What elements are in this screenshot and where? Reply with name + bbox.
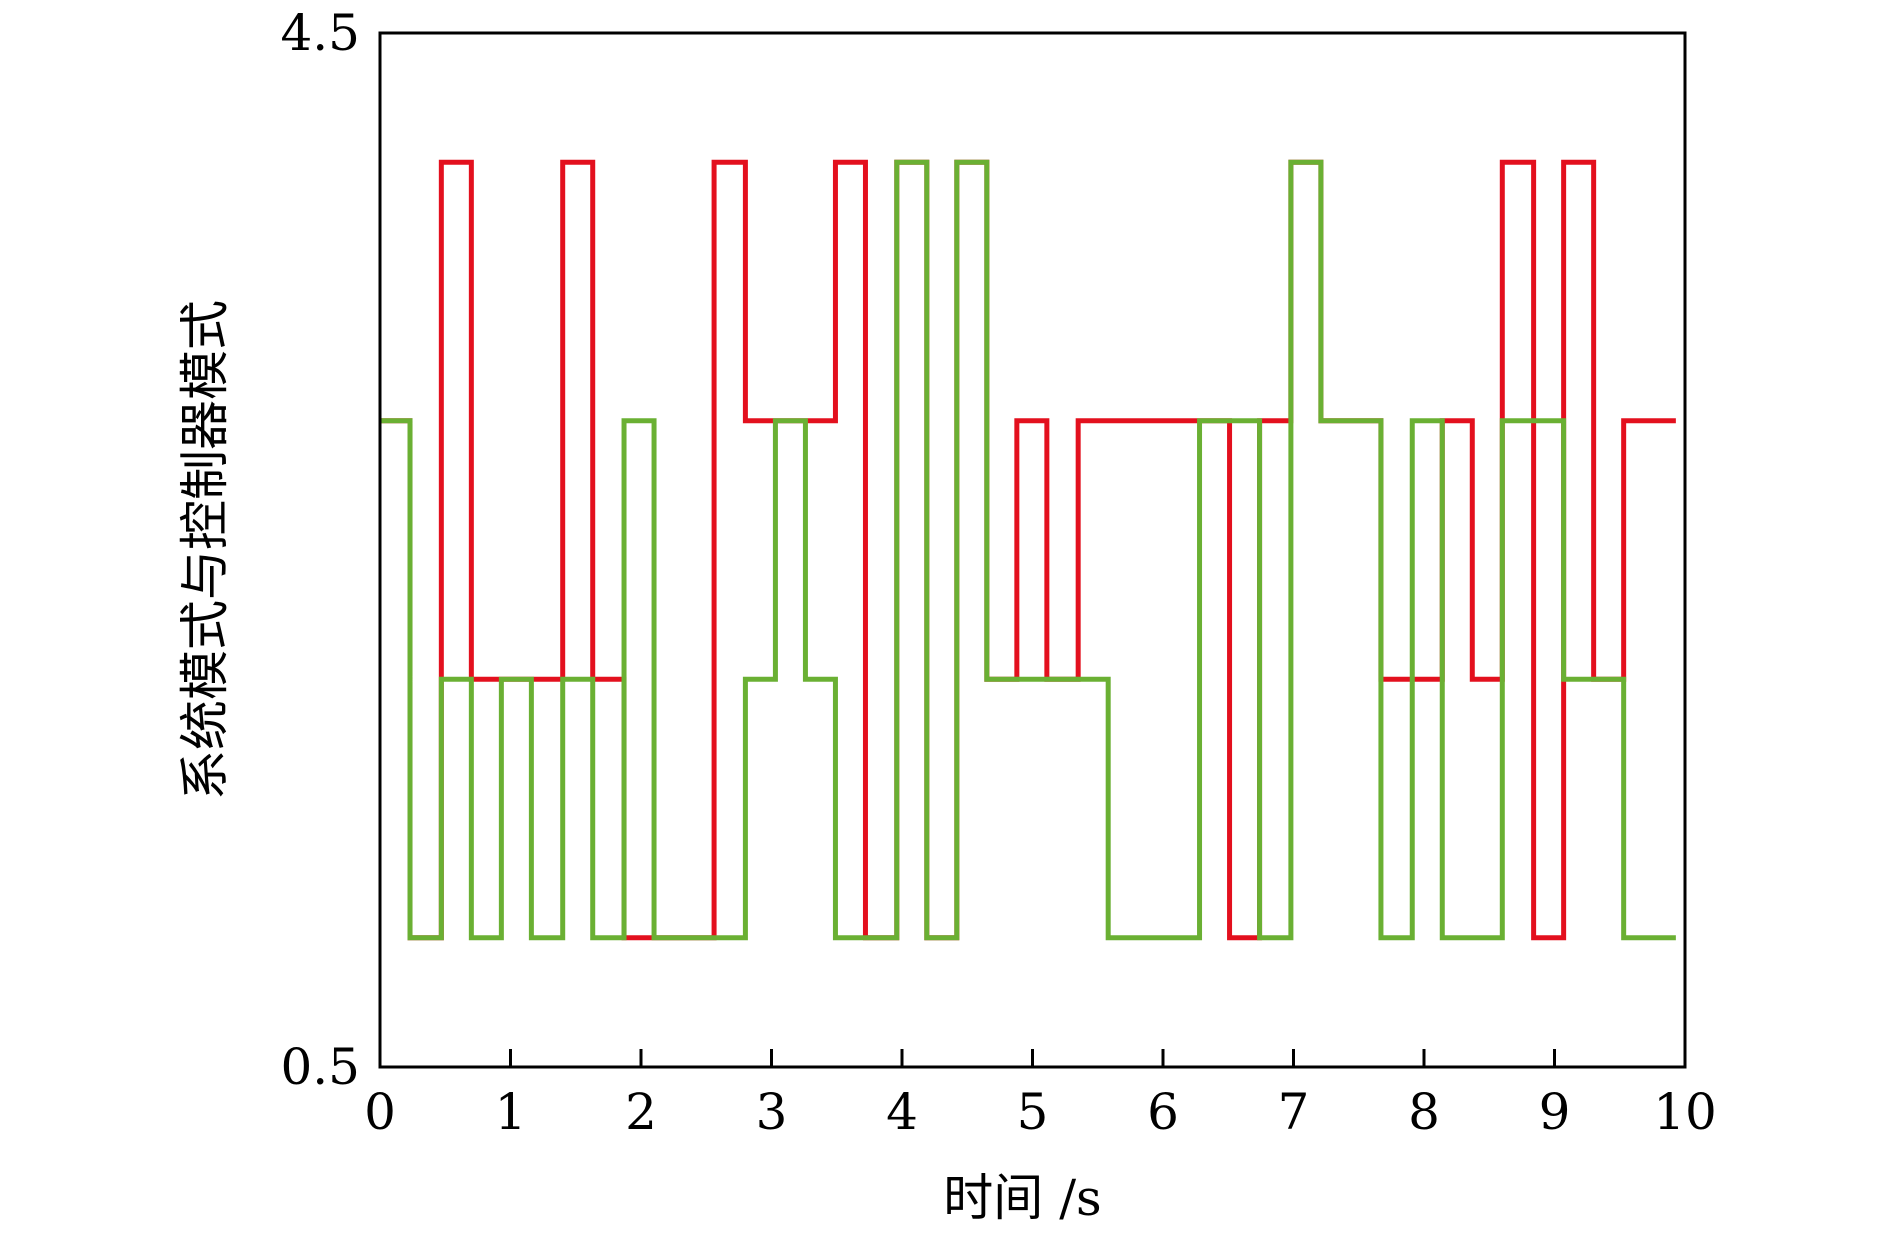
x-tick-label: 4 [886,1083,918,1141]
series-line-2 [380,159,1676,941]
x-tick-label: 9 [1539,1083,1571,1141]
series-layer [380,159,1676,941]
x-tick-label: 5 [1017,1083,1049,1141]
x-tick-label: 2 [625,1083,657,1141]
x-axis-title: 时间 /s [943,1169,1101,1227]
x-tick-label: 3 [756,1083,788,1141]
ticks-layer: 0 1 2 3 4 5 6 7 8 9 10 0.5 4.5 [280,4,1716,1141]
y-tick-label: 4.5 [280,4,360,62]
y-tick-label: 0.5 [280,1038,360,1096]
x-tick-label: 6 [1147,1083,1179,1141]
y-axis-title: 系统模式与控制器模式 [176,300,234,800]
x-tick-label: 0 [364,1083,396,1141]
x-tick-label: 7 [1278,1083,1310,1141]
x-tick-label: 8 [1408,1083,1440,1141]
x-tick-label: 1 [495,1083,527,1141]
series-line-1 [380,159,1676,941]
x-tick-label: 10 [1653,1083,1717,1141]
plot-frame [378,31,1687,1069]
